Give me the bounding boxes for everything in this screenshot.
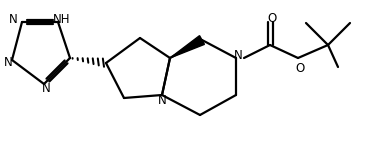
Text: O: O [267,12,277,24]
Polygon shape [170,36,205,58]
Text: N: N [158,93,166,107]
Text: N: N [9,12,18,26]
Text: O: O [295,61,305,75]
Text: N: N [42,81,50,95]
Text: NH: NH [53,12,71,26]
Text: N: N [4,55,12,69]
Text: N: N [234,49,242,61]
